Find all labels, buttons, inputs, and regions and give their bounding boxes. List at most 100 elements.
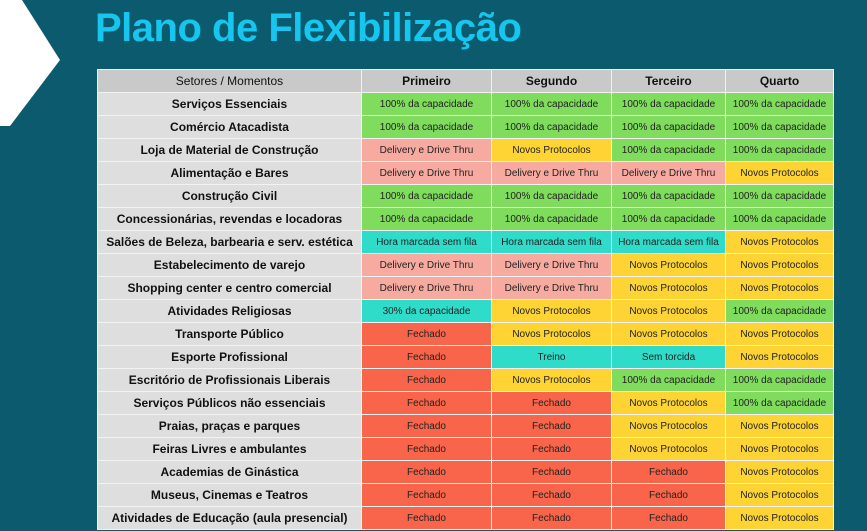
- status-cell: Fechado: [491, 391, 612, 415]
- status-cell: 100% da capacidade: [725, 391, 834, 415]
- sector-label: Transporte Público: [97, 322, 362, 346]
- status-cell: 30% da capacidade: [361, 299, 492, 323]
- sector-label: Alimentação e Bares: [97, 161, 362, 185]
- sector-label: Construção Civil: [97, 184, 362, 208]
- table-row: Serviços Essenciais 100% da capacidade 100…: [97, 92, 834, 116]
- sector-label: Feiras Livres e ambulantes: [97, 437, 362, 461]
- status-cell: Hora marcada sem fila: [491, 230, 612, 254]
- status-cell: Fechado: [491, 483, 612, 507]
- table-row: Feiras Livres e ambulantes Fechado Fechado…: [97, 437, 834, 461]
- sector-label: Serviços Públicos não essenciais: [97, 391, 362, 415]
- status-cell: Novos Protocolos: [611, 391, 726, 415]
- table-row: Shopping center e centro comercial Delive…: [97, 276, 834, 300]
- status-cell: Delivery e Drive Thru: [611, 161, 726, 185]
- status-cell: Hora marcada sem fila: [361, 230, 492, 254]
- status-cell: Novos Protocolos: [491, 368, 612, 392]
- status-cell: 100% da capacidade: [361, 115, 492, 139]
- table-row: Alimentação e Bares Delivery e Drive Thru…: [97, 161, 834, 185]
- status-cell: 100% da capacidade: [611, 207, 726, 231]
- status-cell: Delivery e Drive Thru: [361, 161, 492, 185]
- status-cell: Fechado: [491, 506, 612, 530]
- table-row: Esporte Profissional Fechado Treino Sem tor…: [97, 345, 834, 369]
- status-cell: Novos Protocolos: [491, 322, 612, 346]
- sector-label: Serviços Essenciais: [97, 92, 362, 116]
- table-row: Museus, Cinemas e Teatros Fechado Fechado F…: [97, 483, 834, 507]
- status-cell: 100% da capacidade: [725, 138, 834, 162]
- status-cell: Fechado: [361, 391, 492, 415]
- status-cell: 100% da capacidade: [611, 138, 726, 162]
- status-cell: Fechado: [361, 322, 492, 346]
- status-cell: 100% da capacidade: [611, 115, 726, 139]
- page-title: Plano de Flexibilização: [95, 6, 522, 50]
- status-cell: Fechado: [361, 506, 492, 530]
- status-cell: Delivery e Drive Thru: [361, 138, 492, 162]
- sector-label: Comércio Atacadista: [97, 115, 362, 139]
- table-row: Transporte Público Fechado Novos Protocolo…: [97, 322, 834, 346]
- status-cell: Novos Protocolos: [725, 460, 834, 484]
- table-row: Atividades Religiosas 30% da capacidade No…: [97, 299, 834, 323]
- status-cell: Fechado: [491, 437, 612, 461]
- status-cell: 100% da capacidade: [611, 184, 726, 208]
- table-row: Concessionárias, revendas e locadoras 100…: [97, 207, 834, 231]
- status-cell: Novos Protocolos: [725, 506, 834, 530]
- table-row: Estabelecimento de varejo Delivery e Driv…: [97, 253, 834, 277]
- status-cell: Novos Protocolos: [611, 276, 726, 300]
- header-primeiro: Primeiro: [361, 69, 492, 93]
- status-cell: 100% da capacidade: [725, 368, 834, 392]
- sector-label: Loja de Material de Construção: [97, 138, 362, 162]
- status-cell: Hora marcada sem fila: [611, 230, 726, 254]
- status-cell: Delivery e Drive Thru: [361, 276, 492, 300]
- status-cell: Fechado: [361, 460, 492, 484]
- sector-label: Atividades de Educação (aula presencial): [97, 506, 362, 530]
- status-cell: Novos Protocolos: [725, 161, 834, 185]
- status-cell: Treino: [491, 345, 612, 369]
- table-row: Loja de Material de Construção Delivery e…: [97, 138, 834, 162]
- table-row: Academias de Ginástica Fechado Fechado Fech…: [97, 460, 834, 484]
- status-cell: Fechado: [611, 460, 726, 484]
- status-cell: 100% da capacidade: [725, 115, 834, 139]
- header-quarto: Quarto: [725, 69, 834, 93]
- status-cell: Novos Protocolos: [725, 276, 834, 300]
- status-cell: Novos Protocolos: [725, 414, 834, 438]
- status-cell: Fechado: [361, 345, 492, 369]
- status-cell: Novos Protocolos: [725, 230, 834, 254]
- status-cell: Fechado: [361, 368, 492, 392]
- sector-label: Museus, Cinemas e Teatros: [97, 483, 362, 507]
- sector-label: Esporte Profissional: [97, 345, 362, 369]
- status-cell: 100% da capacidade: [491, 115, 612, 139]
- status-cell: 100% da capacidade: [361, 207, 492, 231]
- chevron-decoration: [0, 0, 60, 126]
- status-cell: 100% da capacidade: [725, 299, 834, 323]
- status-cell: Novos Protocolos: [611, 253, 726, 277]
- status-cell: Novos Protocolos: [725, 345, 834, 369]
- header-sectors: Setores / Momentos: [97, 69, 362, 93]
- table-row: Praias, praças e parques Fechado Fechado No…: [97, 414, 834, 438]
- table-row: Salões de Beleza, barbearia e serv. esté…: [97, 230, 834, 254]
- header-row: Setores / Momentos Primeiro Segundo Terc…: [97, 69, 834, 93]
- header-terceiro: Terceiro: [611, 69, 726, 93]
- status-cell: 100% da capacidade: [361, 184, 492, 208]
- table-row: Construção Civil 100% da capacidade 100% d…: [97, 184, 834, 208]
- status-cell: 100% da capacidade: [725, 92, 834, 116]
- status-cell: Delivery e Drive Thru: [361, 253, 492, 277]
- status-cell: 100% da capacidade: [611, 92, 726, 116]
- status-cell: 100% da capacidade: [491, 207, 612, 231]
- status-cell: Fechado: [361, 483, 492, 507]
- status-cell: Novos Protocolos: [725, 483, 834, 507]
- flexibilization-table: Setores / Momentos Primeiro Segundo Terc…: [97, 69, 834, 530]
- status-cell: Novos Protocolos: [725, 322, 834, 346]
- status-cell: 100% da capacidade: [725, 184, 834, 208]
- status-cell: Fechado: [491, 460, 612, 484]
- sector-label: Atividades Religiosas: [97, 299, 362, 323]
- status-cell: Fechado: [361, 437, 492, 461]
- sector-label: Shopping center e centro comercial: [97, 276, 362, 300]
- status-cell: Novos Protocolos: [725, 437, 834, 461]
- sector-label: Salões de Beleza, barbearia e serv. esté…: [97, 230, 362, 254]
- status-cell: Novos Protocolos: [611, 299, 726, 323]
- status-cell: Fechado: [611, 483, 726, 507]
- status-cell: 100% da capacidade: [611, 368, 726, 392]
- status-cell: 100% da capacidade: [491, 184, 612, 208]
- status-cell: Delivery e Drive Thru: [491, 253, 612, 277]
- header-segundo: Segundo: [491, 69, 612, 93]
- status-cell: Delivery e Drive Thru: [491, 276, 612, 300]
